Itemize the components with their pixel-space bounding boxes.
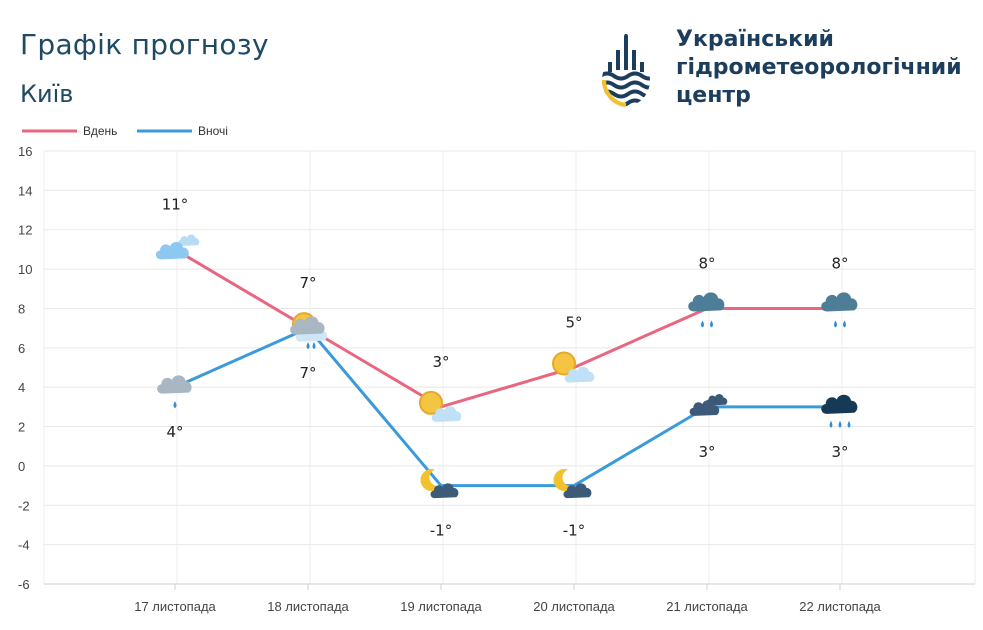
y-tick-label: -6	[18, 577, 30, 592]
cloud-rain-icon	[290, 316, 325, 350]
sun-cloud-icon	[419, 390, 462, 422]
data-labels: 11° 7° 3° 5° 8° 8° 4° 7° -1° -1° 3° 3°	[162, 195, 849, 539]
org-line-2: гідрометеорологічний	[676, 55, 962, 80]
org-line-1: Український	[676, 27, 834, 52]
y-tick-label: 2	[18, 420, 25, 435]
night-temp-label: 3°	[698, 443, 715, 461]
x-tick-label: 18 листопада	[267, 599, 349, 614]
hydromet-logo-icon	[602, 32, 650, 107]
day-temp-label: 8°	[831, 254, 848, 272]
y-axis: -6 -4 -2 0 2 4 6 8 10 12 14 16	[18, 144, 32, 592]
day-temp-label: 8°	[698, 254, 715, 272]
cloudy-icon	[155, 234, 200, 260]
night-temp-label: 3°	[831, 443, 848, 461]
cloud-rain-icon	[157, 375, 192, 409]
sun-cloud-icon	[552, 351, 595, 383]
night-temp-label: -1°	[563, 522, 585, 540]
x-tick-label: 22 листопада	[799, 599, 881, 614]
page-title: Графік прогнозу	[20, 28, 269, 61]
day-temp-label: 7°	[299, 274, 316, 292]
rain-cloud-icon	[821, 292, 858, 328]
heavy-rain-icon	[821, 394, 858, 428]
night-temp-label: 7°	[299, 364, 316, 382]
y-tick-label: -4	[18, 538, 30, 553]
legend-label: Вночі	[198, 124, 228, 138]
series-lines	[174, 248, 840, 488]
y-tick-label: 0	[18, 459, 25, 474]
night-temp-label: -1°	[430, 522, 452, 540]
y-tick-label: 12	[18, 223, 32, 238]
day-temp-label: 11°	[162, 195, 189, 213]
night-series-line	[174, 326, 840, 488]
rain-cloud-icon	[688, 292, 725, 328]
organization-name: Український гідрометеорологічний центр	[676, 26, 962, 110]
org-line-3: центр	[676, 83, 751, 108]
city-name: Київ	[20, 80, 74, 108]
x-axis: 17 листопада 18 листопада 19 листопада 20 л…	[44, 583, 975, 614]
moon-cloud-icon	[553, 469, 592, 499]
legend-label: Вдень	[83, 124, 117, 138]
day-series-line	[174, 248, 840, 409]
chart-grid	[43, 150, 976, 585]
day-temp-label: 3°	[432, 353, 449, 371]
y-tick-label: 14	[18, 183, 32, 198]
x-tick-label: 21 листопада	[666, 599, 748, 614]
x-tick-label: 19 листопада	[400, 599, 482, 614]
y-tick-label: 6	[18, 341, 25, 356]
dark-clouds-icon	[689, 394, 728, 416]
night-temp-label: 4°	[166, 423, 183, 441]
x-tick-label: 20 листопада	[533, 599, 615, 614]
y-tick-label: -2	[18, 498, 30, 513]
weather-icons	[155, 234, 858, 499]
y-tick-label: 16	[18, 144, 32, 159]
moon-cloud-icon	[420, 469, 459, 499]
chart-legend: Вдень Вночі	[22, 124, 228, 138]
day-temp-label: 5°	[565, 314, 582, 332]
x-tick-label: 17 листопада	[134, 599, 216, 614]
y-tick-label: 10	[18, 262, 32, 277]
y-tick-label: 4	[18, 380, 25, 395]
y-tick-label: 8	[18, 301, 25, 316]
